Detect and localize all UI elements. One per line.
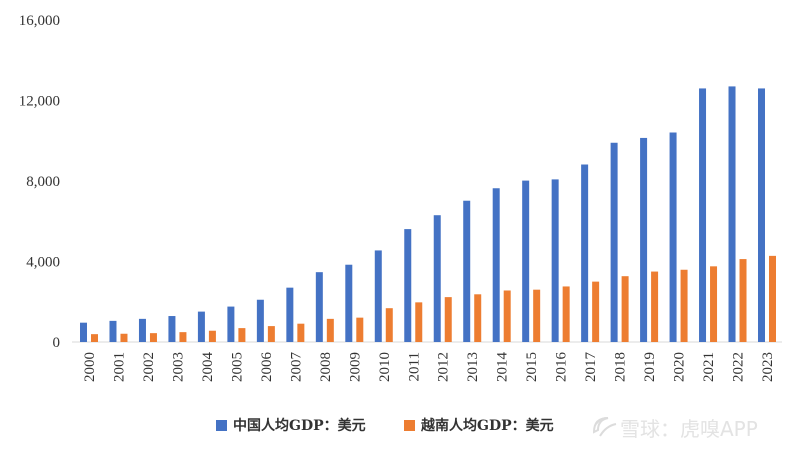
bar-china-2023 xyxy=(758,88,765,343)
x-tick-label: 2001 xyxy=(111,352,127,382)
x-tick-label: 2010 xyxy=(377,352,393,382)
x-tick-label: 2020 xyxy=(672,352,688,382)
x-tick-label: 2017 xyxy=(583,352,599,383)
bar-vietnam-2017 xyxy=(592,281,600,343)
bar-china-2013 xyxy=(463,200,471,342)
bar-vietnam-2012 xyxy=(444,297,452,342)
bar-china-2019 xyxy=(640,137,648,342)
legend: 中国人均GDP：美元 越南人均GDP：美元 xyxy=(216,417,554,434)
x-tick-label: 2015 xyxy=(524,352,540,382)
bar-china-2020 xyxy=(669,132,677,342)
y-axis-ticks: 0 4,000 8,000 12,000 16,000 xyxy=(19,13,60,351)
bar-china-2001 xyxy=(109,320,117,342)
x-tick-label: 2022 xyxy=(731,352,747,382)
bar-china-2012 xyxy=(433,215,441,342)
bar-china-2017 xyxy=(581,164,589,342)
bar-china-2000 xyxy=(80,322,87,342)
bar-china-2014 xyxy=(492,188,500,342)
x-tick-label: 2018 xyxy=(613,352,629,382)
bar-china-2009 xyxy=(345,264,353,342)
bar-vietnam-2022 xyxy=(739,259,747,342)
x-tick-label: 2023 xyxy=(760,352,776,382)
x-tick-label: 2000 xyxy=(82,352,98,382)
bar-china-2008 xyxy=(315,272,323,342)
bar-china-2015 xyxy=(522,180,530,342)
y-tick-label: 16,000 xyxy=(19,13,60,29)
bar-vietnam-2018 xyxy=(621,276,629,342)
x-tick-label: 2003 xyxy=(170,352,186,382)
watermark-text: 雪球：虎嗅APP xyxy=(620,417,758,441)
legend-swatch-vietnam xyxy=(404,420,415,431)
bar-china-2002 xyxy=(138,318,146,342)
bar-china-2011 xyxy=(404,229,412,342)
x-tick-label: 2014 xyxy=(495,352,511,383)
bar-vietnam-2003 xyxy=(179,332,187,342)
bar-vietnam-2004 xyxy=(208,330,216,342)
bar-vietnam-2010 xyxy=(385,308,393,342)
bar-china-2006 xyxy=(256,299,264,342)
bar-vietnam-2002 xyxy=(149,333,157,342)
bar-vietnam-2015 xyxy=(533,289,541,342)
legend-label-vietnam: 越南人均GDP：美元 xyxy=(420,417,554,434)
watermark: 雪球：虎嗅APP xyxy=(592,417,758,441)
bar-vietnam-2008 xyxy=(326,318,334,342)
bars xyxy=(80,86,776,343)
y-tick-label: 8,000 xyxy=(26,174,60,190)
x-tick-label: 2011 xyxy=(406,352,422,381)
x-tick-label: 2019 xyxy=(642,352,658,382)
bar-china-2010 xyxy=(374,250,382,342)
bar-china-2003 xyxy=(168,316,176,342)
xueqiu-logo-icon xyxy=(592,417,617,437)
x-tick-label: 2012 xyxy=(436,352,452,382)
bar-china-2022 xyxy=(728,86,736,342)
bar-vietnam-2019 xyxy=(651,271,659,342)
bar-china-2021 xyxy=(699,88,707,343)
bar-vietnam-2013 xyxy=(474,294,482,342)
x-tick-label: 2013 xyxy=(465,352,481,382)
bar-vietnam-2000 xyxy=(91,334,98,342)
bar-china-2016 xyxy=(551,179,559,342)
bar-vietnam-2005 xyxy=(238,328,246,342)
bar-china-2018 xyxy=(610,142,618,342)
bar-vietnam-2001 xyxy=(120,333,128,342)
bar-vietnam-2006 xyxy=(267,326,275,342)
bar-vietnam-2011 xyxy=(415,302,423,342)
bar-vietnam-2016 xyxy=(562,286,570,342)
bar-vietnam-2023 xyxy=(769,255,776,342)
x-tick-label: 2006 xyxy=(259,352,275,383)
y-tick-label: 0 xyxy=(53,335,61,351)
x-tick-label: 2016 xyxy=(554,352,570,383)
y-tick-label: 12,000 xyxy=(19,94,60,110)
bar-china-2004 xyxy=(197,311,205,342)
x-tick-label: 2021 xyxy=(701,352,717,382)
legend-swatch-china xyxy=(216,420,227,431)
bar-china-2007 xyxy=(286,287,294,342)
bar-vietnam-2021 xyxy=(710,266,718,342)
x-tick-label: 2008 xyxy=(318,352,334,382)
x-tick-label: 2007 xyxy=(288,352,304,383)
x-axis-labels: 2000 2001 2002 2003 2004 2005 2006 2007 2008 2009… xyxy=(82,352,776,383)
x-tick-label: 2004 xyxy=(200,352,216,383)
legend-label-china: 中国人均GDP：美元 xyxy=(233,417,366,434)
x-tick-label: 2009 xyxy=(347,352,363,382)
bar-vietnam-2007 xyxy=(297,323,305,342)
bar-vietnam-2020 xyxy=(680,269,688,342)
bar-vietnam-2014 xyxy=(503,290,511,342)
y-tick-label: 4,000 xyxy=(26,255,60,271)
x-tick-label: 2002 xyxy=(141,352,157,382)
x-tick-label: 2005 xyxy=(229,352,245,382)
bar-china-2005 xyxy=(227,306,235,342)
bar-vietnam-2009 xyxy=(356,317,364,342)
